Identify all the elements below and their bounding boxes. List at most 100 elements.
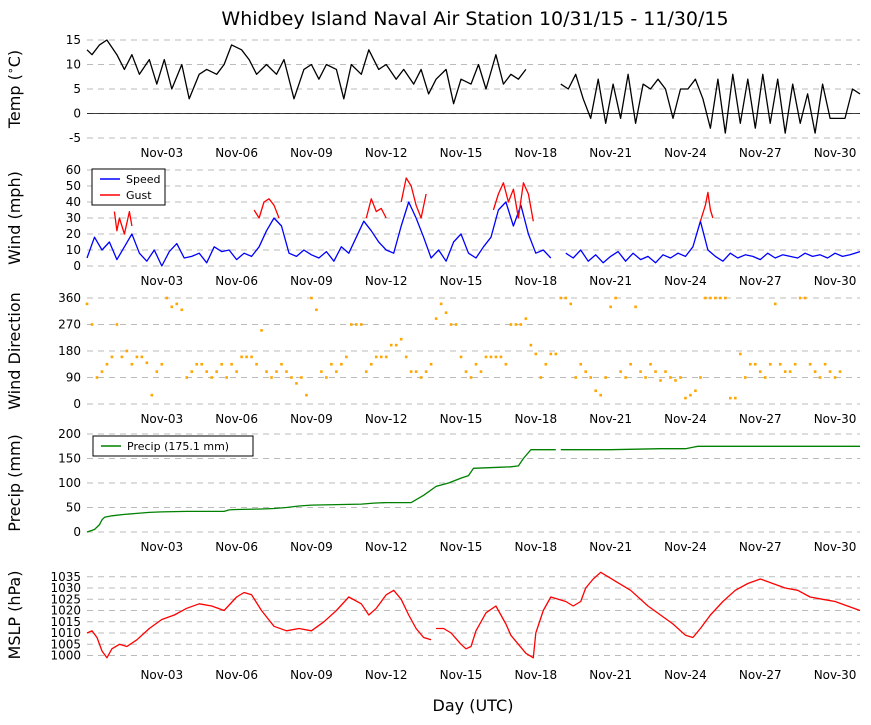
x-tick-label: Nov-09 <box>290 412 333 426</box>
y-tick-label: 0 <box>73 107 81 121</box>
scatter-point <box>95 376 99 379</box>
scatter-point <box>424 370 428 373</box>
y-tick-label: 1020 <box>50 604 81 618</box>
scatter-point <box>404 355 408 359</box>
series-line <box>86 39 527 105</box>
scatter-point <box>833 376 837 379</box>
y-axis-label: Wind Direction <box>5 292 24 410</box>
scatter-point <box>100 370 104 373</box>
scatter-point <box>694 389 697 393</box>
scatter-point <box>564 296 568 300</box>
y-tick-label: 10 <box>66 243 81 257</box>
x-tick-label: Nov-24 <box>664 146 707 160</box>
y-tick-label: 50 <box>66 501 81 515</box>
scatter-point <box>664 370 667 373</box>
y-tick-label: 90 <box>66 371 81 385</box>
series-line <box>492 182 534 222</box>
scatter-point <box>549 352 553 356</box>
scatter-point <box>753 362 757 366</box>
scatter-point <box>275 370 278 373</box>
scatter-point <box>594 389 597 393</box>
scatter-point <box>629 362 632 366</box>
scatter-point <box>140 355 144 359</box>
scatter-point <box>379 355 383 359</box>
scatter-point <box>649 362 652 366</box>
scatter-point <box>709 296 712 300</box>
scatter-point <box>684 396 687 400</box>
scatter-point <box>559 296 563 300</box>
y-tick-label: 30 <box>66 211 81 225</box>
x-tick-label: Nov-30 <box>814 412 857 426</box>
x-tick-label: Nov-12 <box>365 412 408 426</box>
series-line <box>699 191 714 222</box>
y-tick-label: 1025 <box>50 592 81 606</box>
y-tick-label: 0 <box>73 397 81 411</box>
scatter-point <box>150 393 154 397</box>
scatter-point <box>639 370 642 373</box>
scatter-point <box>384 355 388 359</box>
scatter-point <box>190 370 194 373</box>
panel-precip: 0 50 100 150 200 Nov-03 Nov-06 Nov-09 Nov-12 Nov-… <box>5 427 860 554</box>
scatter-point <box>295 382 298 385</box>
scatter-point <box>479 370 483 373</box>
scatter-point <box>434 317 438 320</box>
scatter-point <box>240 355 243 359</box>
scatter-point <box>569 302 573 306</box>
scatter-point <box>679 376 682 379</box>
scatter-point <box>145 361 149 365</box>
legend-box <box>92 435 254 457</box>
x-tick-label: Nov-27 <box>739 274 782 288</box>
y-tick-label: 60 <box>66 163 81 177</box>
y-tick-label: 0 <box>73 259 81 273</box>
x-tick-label: Nov-18 <box>514 540 557 554</box>
scatter-point <box>509 323 513 326</box>
scatter-point <box>345 355 348 359</box>
scatter-point <box>394 343 398 347</box>
scatter-point <box>320 370 323 373</box>
scatter-point <box>355 323 358 326</box>
scatter-point <box>828 370 832 373</box>
x-tick-label: Nov-27 <box>739 412 782 426</box>
y-tick-label: 1000 <box>50 649 81 663</box>
scatter-point <box>534 352 538 356</box>
series-line <box>86 201 552 267</box>
y-tick-label: 50 <box>66 179 81 193</box>
legend-entry-label: Speed <box>126 173 160 186</box>
scatter-point <box>529 343 533 347</box>
scatter-point <box>484 355 488 359</box>
scatter-point <box>419 376 423 379</box>
series-line <box>113 210 133 235</box>
scatter-point <box>359 323 363 326</box>
chart-title: Whidbey Island Naval Air Station 10/31/1… <box>221 8 728 30</box>
x-tick-label: Nov-03 <box>140 540 183 554</box>
scatter-point <box>734 396 737 400</box>
scatter-point <box>609 305 612 309</box>
x-axis-label: Day (UTC) <box>433 696 514 715</box>
scatter-point <box>519 323 523 326</box>
scatter-point <box>599 393 602 397</box>
scatter-point <box>768 362 772 366</box>
scatter-point <box>788 370 792 373</box>
series-line <box>365 198 387 219</box>
x-tick-label: Nov-12 <box>365 540 408 554</box>
y-axis-label-text: Temp ( <box>5 74 24 129</box>
scatter-point <box>773 302 777 306</box>
scatter-point <box>554 352 558 356</box>
x-tick-label: Nov-03 <box>140 668 183 682</box>
scatter-point <box>464 370 468 373</box>
scatter-point <box>439 302 443 306</box>
scatter-point <box>614 296 617 300</box>
scatter-point <box>364 370 368 373</box>
x-tick-label: Nov-15 <box>440 540 483 554</box>
series-line <box>400 177 427 219</box>
scatter-point <box>793 362 797 366</box>
scatter-point <box>674 379 677 382</box>
scatter-point <box>449 323 453 326</box>
y-tick-label: 1030 <box>50 581 81 595</box>
scatter-point <box>743 376 747 379</box>
scatter-point <box>200 362 204 366</box>
scatter-point <box>808 362 812 366</box>
scatter-point <box>813 370 817 373</box>
scatter-point <box>454 323 458 326</box>
